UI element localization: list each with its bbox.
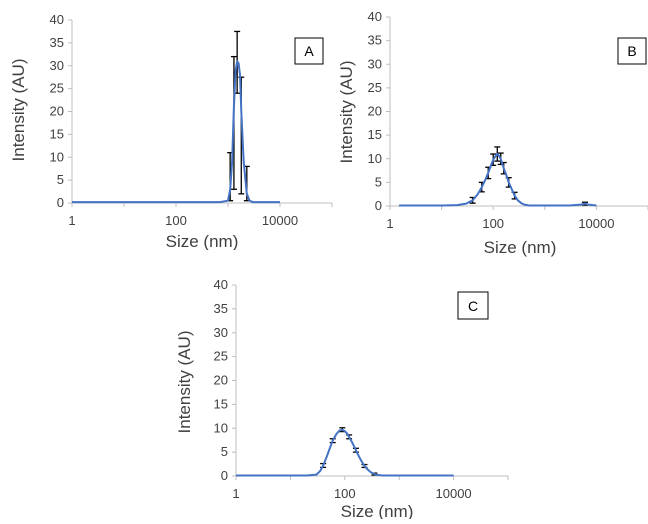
x-tick-label: 1 [386,216,393,231]
y-tick-label: 40 [50,12,64,27]
y-tick-label: 25 [50,81,64,96]
x-tick-label: 100 [165,213,187,228]
x-tick-label: 1 [68,213,75,228]
y-tick-label: 35 [214,301,228,316]
chart-panel-b: B Size (nm) Intensity (AU) 0 5 10 15 20 25 30 3… [330,0,648,260]
y-tick-label: 35 [50,35,64,50]
y-tick-label: 15 [214,396,228,411]
panel-label-text: B [627,43,636,59]
panel-label-text: C [468,298,478,314]
y-axis-title: Intensity (AU) [9,59,28,162]
series-line [72,60,280,204]
panel-label-box [617,37,647,65]
x-tick-label: 10000 [436,486,472,501]
x-axis-title: Size (nm) [341,502,414,519]
y-tick-label: 0 [221,468,228,483]
y-tick-label: 40 [214,277,228,292]
y-tick-label: 15 [50,126,64,141]
y-tick-label: 40 [368,9,382,24]
y-tick-label: 0 [57,195,64,210]
y-tick-label: 30 [50,58,64,73]
y-tick-label: 20 [368,104,382,119]
x-tick-label: 10000 [578,216,614,231]
chart-c-svg: C Size (nm) Intensity (AU) 0 5 10 15 20 25 30 3… [175,277,509,521]
x-tick-label: 100 [334,486,356,501]
chart-b-svg: B Size (nm) Intensity (AU) 0 5 10 15 20 25 30 3… [337,9,648,257]
y-tick-label: 15 [368,127,382,142]
x-tick-label: 1 [232,486,239,501]
y-axis-title: Intensity (AU) [337,61,356,164]
y-tick-label: 20 [50,104,64,119]
y-tick-label: 10 [50,149,64,164]
x-tick-label: 100 [482,216,504,231]
series-line [399,153,597,207]
y-tick-label: 5 [221,444,228,459]
series-line [236,428,454,477]
panel-label-box [294,37,324,65]
y-tick-label: 10 [214,420,228,435]
x-axis-title: Size (nm) [166,232,239,250]
y-tick-label: 0 [375,198,382,213]
panel-label-text: A [304,43,314,59]
panel-label-box [457,291,489,320]
chart-panel-a: A Size (nm) Intensity (AU) 0 5 10 15 20 25 30 3… [0,0,340,251]
y-tick-label: 35 [368,33,382,48]
y-tick-label: 10 [368,151,382,166]
x-tick-label: 10000 [262,213,298,228]
x-axis-title: Size (nm) [484,238,557,257]
y-tick-label: 25 [214,349,228,364]
y-tick-label: 5 [375,174,382,189]
y-tick-label: 5 [57,172,64,187]
y-tick-label: 30 [214,325,228,340]
y-axis-title: Intensity (AU) [175,331,194,434]
y-tick-label: 20 [214,373,228,388]
y-tick-label: 25 [368,80,382,95]
y-tick-label: 30 [368,56,382,71]
chart-a-svg: A Size (nm) Intensity (AU) 0 5 10 15 20 25 30 3… [9,12,333,251]
chart-panel-c: C Size (nm) Intensity (AU) 0 5 10 15 20 25 30 3… [168,270,528,521]
